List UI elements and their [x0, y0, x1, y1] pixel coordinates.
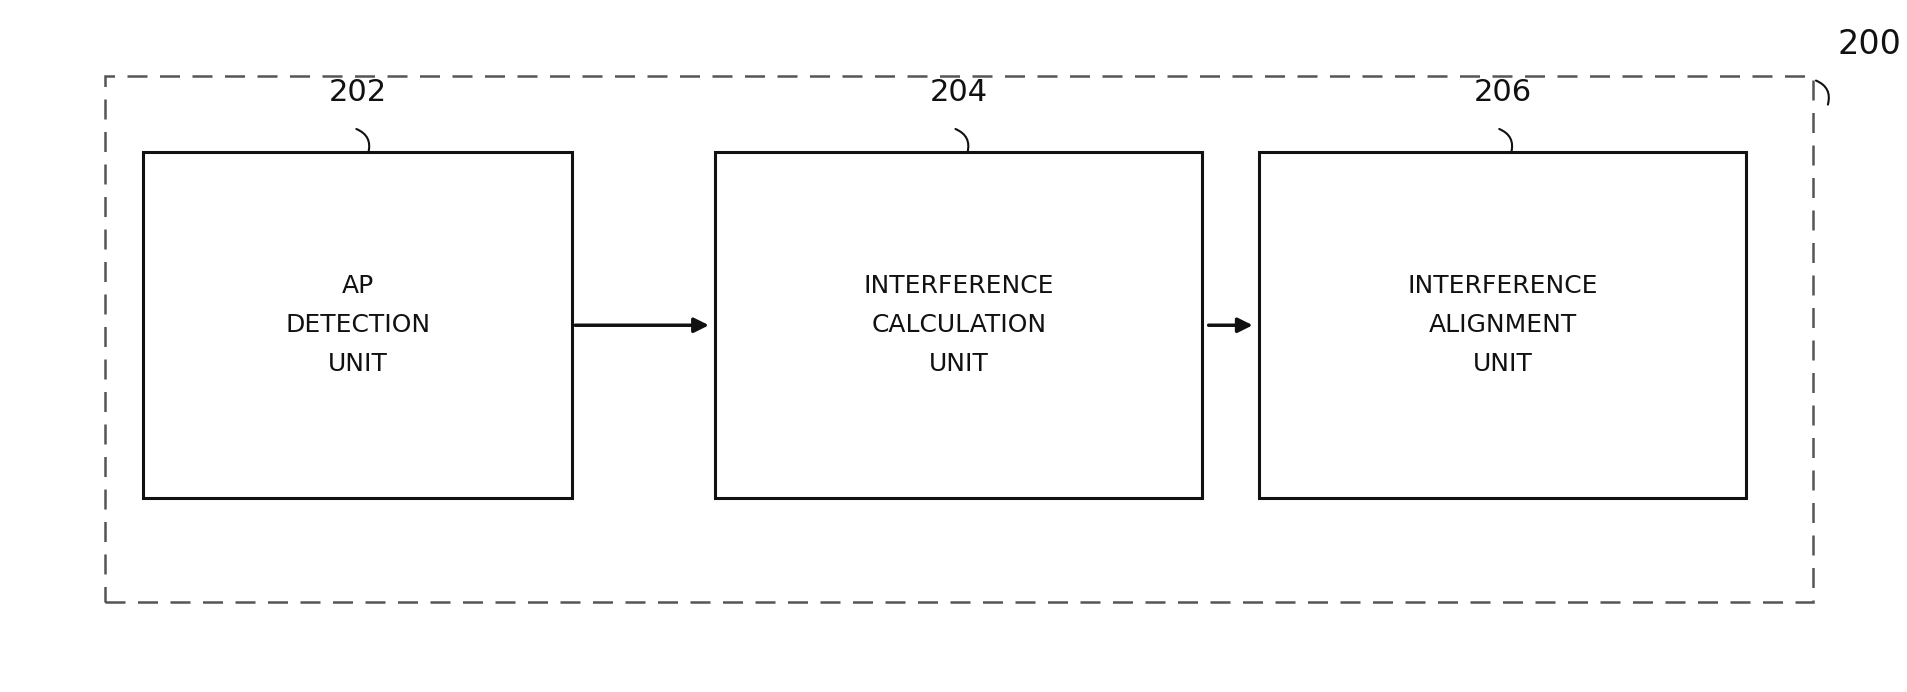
- Text: 206: 206: [1472, 78, 1531, 107]
- Text: INTERFERENCE
ALIGNMENT
UNIT: INTERFERENCE ALIGNMENT UNIT: [1407, 274, 1596, 376]
- Text: INTERFERENCE
CALCULATION
UNIT: INTERFERENCE CALCULATION UNIT: [864, 274, 1053, 376]
- Text: 202: 202: [328, 78, 387, 107]
- Bar: [1259, 152, 1745, 498]
- Bar: [143, 152, 572, 498]
- Bar: [105, 76, 1812, 602]
- Text: 200: 200: [1836, 28, 1899, 62]
- Text: 204: 204: [929, 78, 988, 107]
- Bar: [715, 152, 1201, 498]
- Text: AP
DETECTION
UNIT: AP DETECTION UNIT: [284, 274, 431, 376]
